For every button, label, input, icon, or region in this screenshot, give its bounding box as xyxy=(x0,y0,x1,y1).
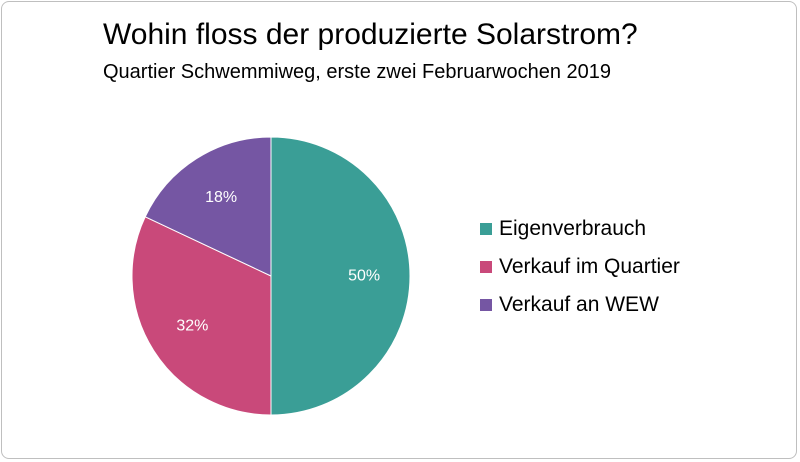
legend-label: Verkauf an WEW xyxy=(499,293,659,316)
pie-slice-3 xyxy=(144,136,272,277)
pie-data-label-1: 50% xyxy=(348,268,380,285)
chart-title: Wohin floss der produzierte Solarstrom? xyxy=(103,18,638,51)
legend-label: Eigenverbrauch xyxy=(499,217,647,240)
chart-legend: Eigenverbrauch Verkauf im Quartier Verkauf… xyxy=(480,210,680,324)
legend-label: Verkauf im Quartier xyxy=(499,255,680,278)
legend-item-2: Verkauf im Quartier xyxy=(480,248,680,286)
legend-item-1: Eigenverbrauch xyxy=(480,210,680,248)
legend-item-3: Verkauf an WEW xyxy=(480,286,680,324)
pie-slice-2 xyxy=(131,216,272,416)
pie-data-label-3: 18% xyxy=(205,189,237,206)
pie-slice-1 xyxy=(270,136,411,416)
legend-swatch xyxy=(480,261,492,273)
pie-data-label-2: 32% xyxy=(176,317,208,334)
legend-swatch xyxy=(480,223,492,235)
chart-subtitle: Quartier Schwemmiweg, erste zwei Februar… xyxy=(103,61,611,83)
legend-swatch xyxy=(480,299,492,311)
